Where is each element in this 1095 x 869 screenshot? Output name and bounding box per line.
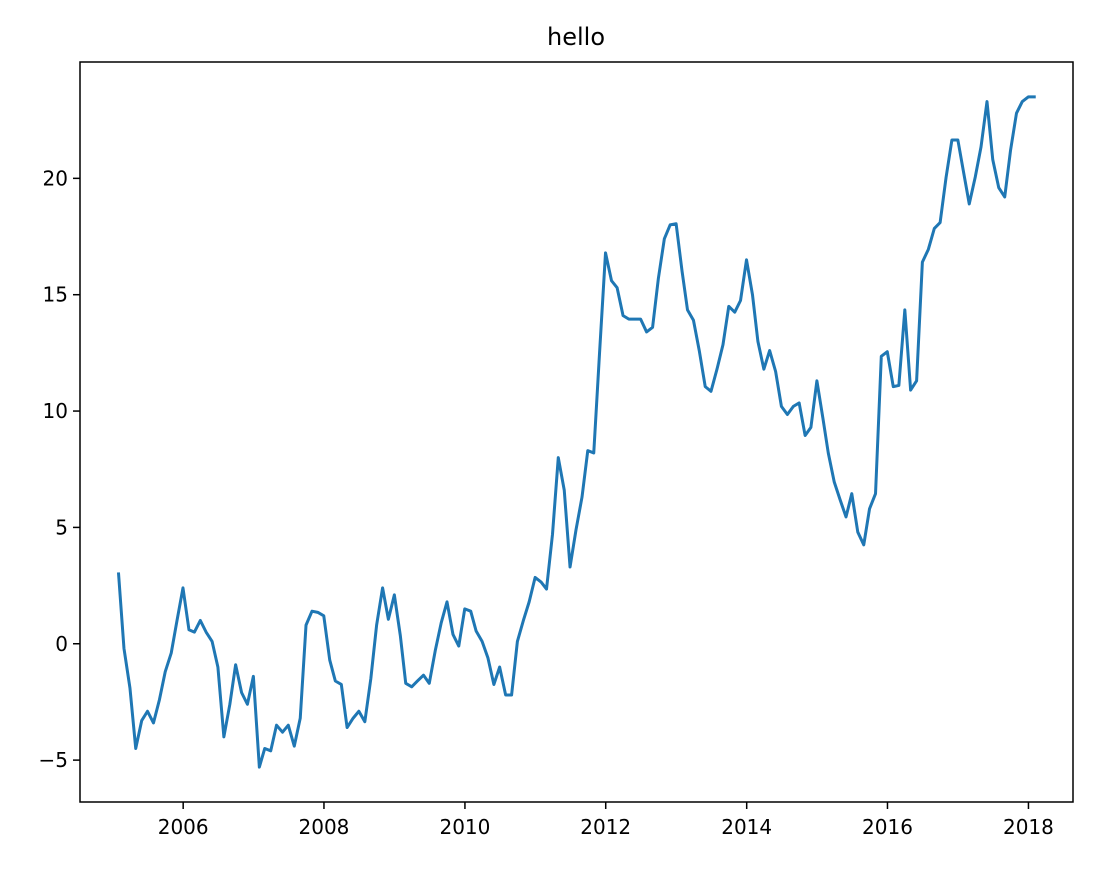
x-tick-label: 2008 — [299, 815, 350, 839]
x-tick-label: 2010 — [439, 815, 490, 839]
series-layer — [116, 95, 1036, 769]
y-axis: −5 0 5 10 15 20 — [39, 166, 80, 772]
plot-frame — [79, 61, 1074, 803]
series-line-0 — [116, 95, 1036, 769]
y-tick-label: −5 — [39, 748, 68, 772]
x-tick-label: 2006 — [158, 815, 209, 839]
plot-area — [79, 61, 1074, 803]
y-tick-label: 10 — [43, 399, 68, 423]
y-tick-label: 5 — [55, 515, 68, 539]
x-tick-label: 2016 — [862, 815, 913, 839]
x-tick-label: 2012 — [580, 815, 631, 839]
chart-title: hello — [547, 23, 605, 51]
x-tick-label: 2014 — [721, 815, 772, 839]
x-axis: 2006 2008 2010 2012 2014 2016 2018 — [158, 802, 1054, 839]
y-tick-label: 20 — [43, 166, 68, 190]
y-tick-label: 0 — [55, 632, 68, 656]
y-tick-label: 15 — [43, 283, 68, 307]
x-tick-label: 2018 — [1003, 815, 1054, 839]
